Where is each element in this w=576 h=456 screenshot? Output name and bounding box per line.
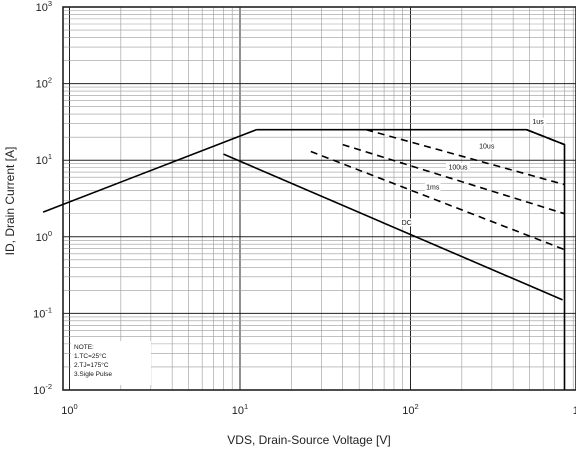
annotation-bg xyxy=(530,117,546,126)
series-line-1us xyxy=(526,128,565,146)
annotation-label: DC xyxy=(402,220,412,227)
tick-labels: 100 101 102 103 10-2 10-1 100 101 102 103 xyxy=(33,0,576,417)
annotation-bg xyxy=(446,162,471,171)
series-line-limit xyxy=(42,128,257,213)
annotation-bg xyxy=(476,141,497,150)
series-line-10us xyxy=(365,128,565,186)
note-line: NOTE: xyxy=(74,344,94,351)
x-tick-label: 101 xyxy=(232,402,248,417)
annotation-label: 1us xyxy=(532,119,544,126)
series-line-limit xyxy=(256,128,566,390)
note-line: 3.Sigle Pulse xyxy=(74,371,112,378)
y-tick-label: 10-1 xyxy=(33,305,52,320)
note-bg xyxy=(71,341,151,385)
annotation-label: 1ms xyxy=(426,185,440,192)
series-line-100us xyxy=(342,143,565,215)
y-tick-label: 101 xyxy=(36,152,52,167)
series-line-dc xyxy=(223,153,563,301)
annotation-group: 1us 10us 100us 1ms DC xyxy=(401,117,546,227)
note-line: 2.TJ=175°C xyxy=(74,361,109,369)
annotation-bg xyxy=(424,183,441,192)
y-tick-label: 10-2 xyxy=(33,382,52,397)
annotation-label: 100us xyxy=(448,164,468,171)
note-line: 1.TC=25°C xyxy=(74,352,107,360)
x-tick-label: 102 xyxy=(402,402,418,417)
y-axis-label: ID, Drain Current [A] xyxy=(3,147,17,256)
series-line-1ms xyxy=(310,150,565,251)
x-tick-label: 100 xyxy=(61,402,77,417)
x-tick-label: 103 xyxy=(573,402,576,417)
series-group xyxy=(42,128,566,390)
y-tick-label: 103 xyxy=(36,0,52,14)
x-axis-label: VDS, Drain-Source Voltage [V] xyxy=(227,433,390,447)
note-box: NOTE:1.TC=25°C2.TJ=175°C 3.Sigle Pulse xyxy=(71,341,151,385)
y-tick-label: 100 xyxy=(36,229,52,244)
annotation-bg xyxy=(401,218,413,227)
annotation-label: 10us xyxy=(479,143,495,150)
plot-frame xyxy=(62,6,576,391)
y-tick-label: 102 xyxy=(36,76,52,91)
grid xyxy=(62,6,576,391)
